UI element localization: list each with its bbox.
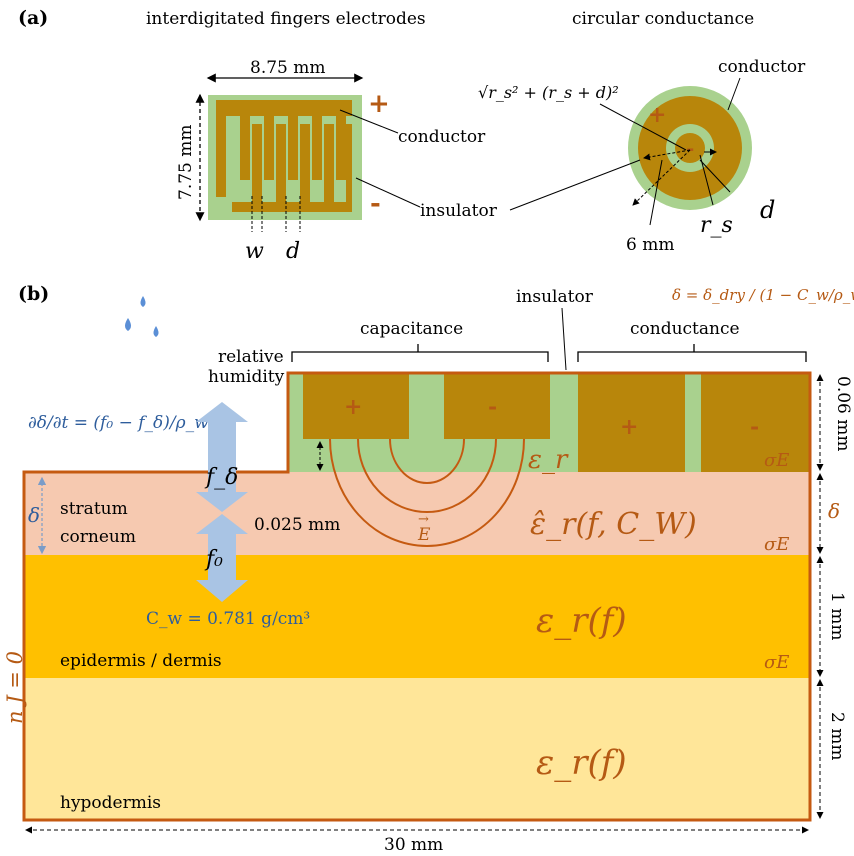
dim-006: 0.06 mm [833, 376, 853, 452]
sigmaE-1: σE [764, 450, 789, 471]
fingers-conductor-label: conductor [398, 127, 486, 147]
eps-hat: ε̂_r(f, C_W) [530, 507, 697, 542]
fingers-title: interdigitated fingers electrodes [146, 9, 426, 29]
stratum-2: corneum [60, 527, 136, 547]
d-label: d [286, 239, 300, 264]
stratum-layer [24, 472, 810, 555]
fingers-insulator-label: insulator [420, 201, 498, 221]
epidermis-label: epidermis / dermis [60, 651, 222, 671]
interdigitated-electrode [208, 95, 362, 220]
cap-electrode-plus [303, 373, 409, 439]
height-dim: 7.75 mm [176, 125, 196, 201]
domain-border [22, 371, 812, 822]
f-delta: f_δ [204, 465, 238, 490]
circular-title: circular conductance [572, 9, 754, 29]
eps-f-hypodermis: ε_r(f) [536, 743, 627, 783]
field-lines [329, 438, 525, 547]
cond-minus: - [750, 414, 759, 440]
delta-formula: δ = δ_dry / (1 − C_w/ρ_w) [672, 286, 854, 304]
cond-plus: + [620, 414, 638, 440]
f-zero: f₀ [204, 547, 223, 572]
panel-b-label: (b) [18, 283, 49, 305]
cond-electrode-plus [578, 373, 685, 472]
E-vector: E [417, 525, 431, 545]
dim-30mm: 30 mm [384, 835, 443, 855]
sqrt-formula: √r_s² + (r_s + d)² [478, 83, 619, 102]
sigmaE-2: σE [764, 534, 789, 555]
dim-1mm: 1 mm [827, 592, 847, 640]
epidermis-layer [24, 555, 810, 678]
width-dim: 8.75 mm [250, 58, 326, 78]
conductance-label: conductance [630, 319, 740, 339]
circ-conductor-label: conductor [718, 57, 806, 77]
cw-label: C_w = 0.781 g/cm³ [146, 609, 310, 629]
circ-minus: - [686, 136, 694, 160]
cap-electrode-minus [444, 373, 550, 439]
dim-2mm: 2 mm [827, 712, 847, 760]
cond-electrode-minus [701, 373, 810, 472]
relative-humidity-2: humidity [208, 367, 285, 387]
w-label: w [245, 239, 264, 264]
conductance-brace [577, 344, 807, 362]
eps-r-insulator: ε_r [528, 445, 569, 475]
panel-a-label: (a) [18, 7, 48, 29]
capacitance-label: capacitance [360, 319, 463, 339]
hypodermis-label: hypodermis [60, 793, 161, 813]
circ-d-label: d [760, 196, 775, 224]
stratum-1: stratum [60, 499, 128, 519]
circ-6mm-label: 6 mm [626, 235, 674, 255]
circ-plus: + [648, 102, 666, 128]
ddelta-formula: ∂δ/∂t = (f₀ − f_δ)/ρ_w [28, 413, 209, 433]
dim-delta: δ [828, 499, 840, 523]
relative-humidity-1: relative [218, 347, 284, 367]
cap-minus: - [488, 394, 497, 420]
nj-boundary: n J = 0 [3, 651, 27, 724]
svg-text:→: → [418, 512, 429, 527]
fingers-plus: + [368, 89, 390, 119]
dim-0025: 0.025 mm [254, 515, 340, 535]
insulator-label-b: insulator [516, 287, 594, 307]
hypodermis-layer [24, 678, 810, 820]
cap-plus: + [344, 394, 362, 420]
circ-rs-label: r_s [700, 213, 733, 238]
water-droplets-icon [125, 296, 159, 337]
fingers-minus: - [370, 189, 381, 219]
flux-arrows [196, 402, 248, 602]
eps-f-epidermis: ε_r(f) [536, 601, 627, 641]
capacitance-brace [291, 344, 549, 362]
delta-left: δ [28, 503, 40, 527]
sigmaE-3: σE [764, 652, 789, 673]
